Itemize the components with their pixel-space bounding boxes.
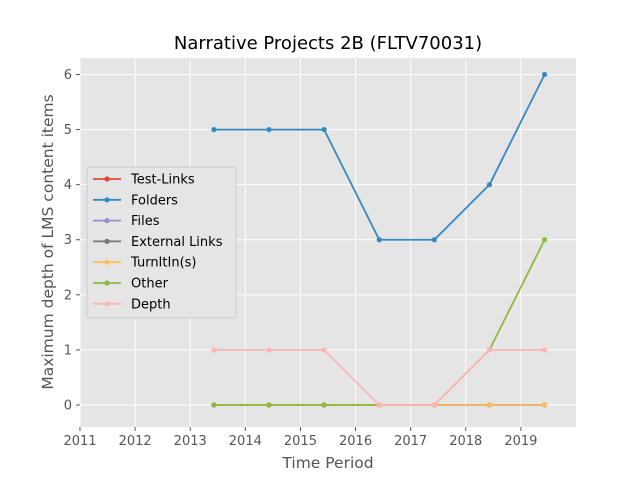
y-tick-label: 3 <box>64 233 72 248</box>
x-tick-label: 2011 <box>63 434 96 449</box>
data-point-folders <box>211 126 217 133</box>
y-axis-label: Maximum depth of LMS content items <box>39 94 57 389</box>
legend-marker-test-links <box>104 176 110 182</box>
y-tick-label: 1 <box>64 343 72 358</box>
x-tick-label: 2017 <box>394 434 427 449</box>
legend: Test-Links Folders Files External Links Turn… <box>86 166 237 319</box>
legend-label-external-links: External Links <box>131 235 223 250</box>
legend-box <box>86 166 237 319</box>
data-point-folders <box>431 237 437 243</box>
data-point-depth <box>211 347 217 353</box>
data-point-folders <box>376 237 382 243</box>
x-axis-label: Time Period <box>281 454 373 472</box>
y-tick-label: 5 <box>64 123 72 138</box>
y-tick-label: 4 <box>64 178 72 193</box>
chart-title: Narrative Projects 2B (FLTV70031) <box>174 33 482 54</box>
data-point-folders <box>266 126 272 133</box>
x-tick-label: 2019 <box>504 434 537 449</box>
x-tick-label: 2012 <box>119 434 152 449</box>
legend-label-folders: Folders <box>131 193 178 208</box>
data-point-depth <box>321 347 327 353</box>
data-point-other <box>211 402 217 408</box>
legend-label-other: Other <box>131 277 169 292</box>
legend-marker-other <box>104 280 110 286</box>
data-point-turnitin-s <box>486 402 493 408</box>
data-point-other <box>541 237 548 243</box>
series-folders <box>211 71 548 243</box>
data-point-depth <box>486 347 493 353</box>
data-point-other <box>266 402 272 408</box>
x-tick-label: 2014 <box>229 434 262 449</box>
legend-label-files: Files <box>131 214 160 229</box>
x-tick-label: 2018 <box>449 434 482 449</box>
data-point-folders <box>541 71 548 78</box>
data-point-depth <box>376 402 382 408</box>
data-point-folders <box>321 126 327 133</box>
legend-marker-files <box>104 218 110 224</box>
legend-marker-depth <box>104 301 110 307</box>
legend-marker-folders <box>104 197 110 203</box>
legend-label-depth: Depth <box>131 297 171 312</box>
x-tick-label: 2015 <box>284 434 317 449</box>
legend-marker-turnitin-s <box>104 259 110 265</box>
x-tick-label: 2016 <box>339 434 372 449</box>
y-axis: 0 1 2 3 4 5 6 <box>64 68 80 413</box>
legend-marker-external-links <box>104 238 110 244</box>
data-point-depth <box>431 402 437 408</box>
series-depth <box>211 347 548 408</box>
data-point-folders <box>486 182 493 188</box>
x-axis: 2011 2012 2013 2014 2015 2016 2017 2018 2019 <box>63 427 537 449</box>
legend-label-turnitin-s: TurnItIn(s) <box>130 256 196 271</box>
data-point-other <box>321 402 327 408</box>
y-tick-label: 2 <box>64 288 72 303</box>
x-tick-label: 2013 <box>174 434 207 449</box>
data-point-turnitin-s <box>541 402 548 408</box>
series-lines <box>211 71 548 408</box>
y-tick-label: 6 <box>64 68 72 83</box>
data-point-depth <box>266 347 272 353</box>
data-point-depth <box>541 347 548 353</box>
legend-label-test-links: Test-Links <box>130 173 195 188</box>
y-tick-label: 0 <box>64 398 72 413</box>
